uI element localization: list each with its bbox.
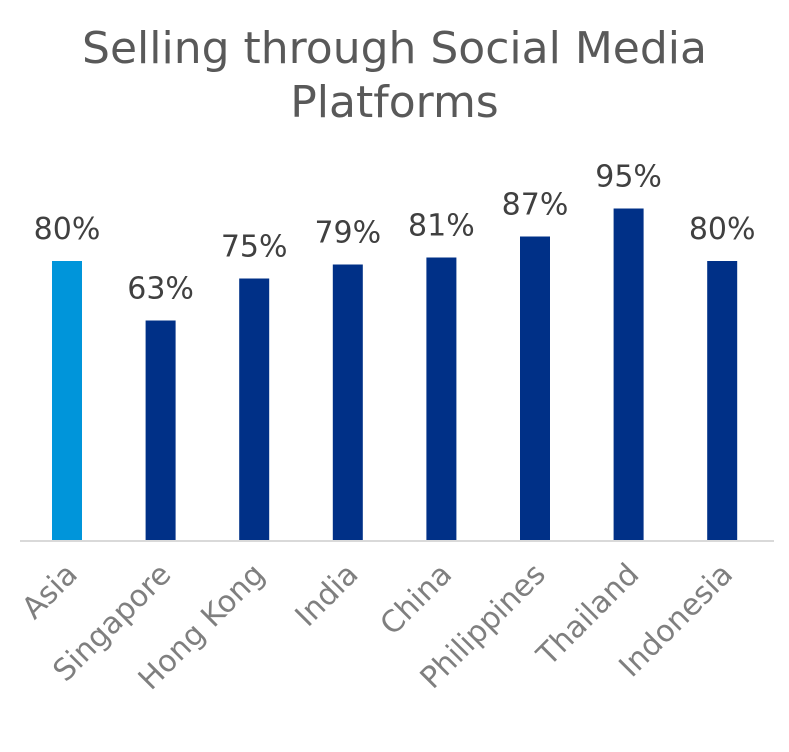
chart-title-line-1: Selling through Social Media xyxy=(82,23,707,74)
bar-indonesia xyxy=(707,261,738,541)
bars-group xyxy=(52,208,738,541)
value-label-singapore: 63% xyxy=(127,272,194,307)
value-label-china: 81% xyxy=(408,209,475,244)
bar-philippines xyxy=(520,236,550,541)
bar-singapore xyxy=(145,320,176,541)
bar-hong-kong xyxy=(239,278,270,541)
bar-china xyxy=(426,257,457,541)
category-label-india: India xyxy=(289,557,366,634)
bar-india xyxy=(332,264,363,541)
category-label-asia: Asia xyxy=(15,557,84,626)
bar-asia xyxy=(52,261,82,541)
chart-title-line-2: Platforms xyxy=(290,77,499,128)
chart-title: Selling through Social Media Platforms xyxy=(0,22,789,130)
value-label-indonesia: 80% xyxy=(689,212,756,247)
value-label-hong-kong: 75% xyxy=(221,230,288,265)
value-labels-group: 80% 63% 75% 79% 81% 87% 95% 80% xyxy=(34,160,756,307)
value-label-philippines: 87% xyxy=(502,188,569,223)
value-label-asia: 80% xyxy=(34,212,101,247)
bar-thailand xyxy=(613,208,644,541)
value-label-thailand: 95% xyxy=(595,160,662,195)
category-label-china: China xyxy=(374,557,459,642)
value-label-india: 79% xyxy=(314,216,381,251)
